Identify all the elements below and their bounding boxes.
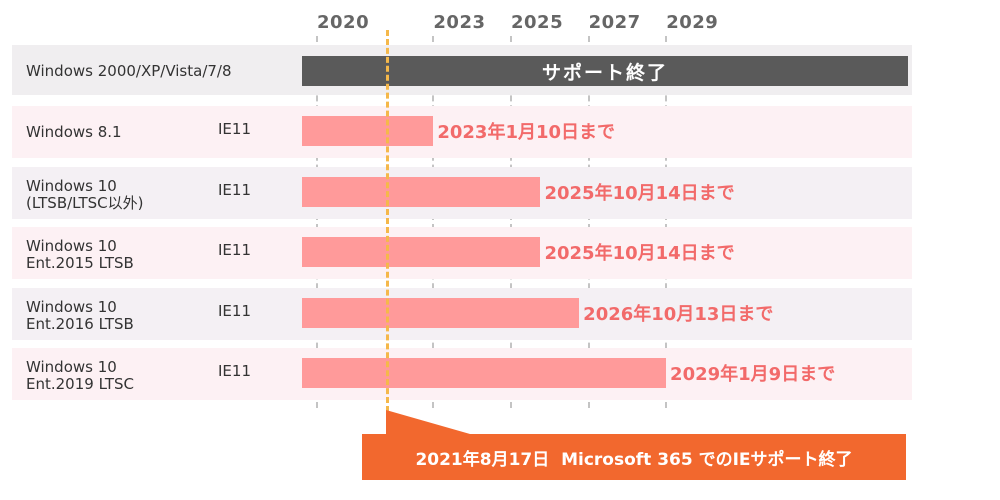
support-end-date-label: 2025年10月14日まで bbox=[544, 243, 735, 264]
year-grid-line bbox=[665, 36, 668, 408]
support-period-bar bbox=[302, 116, 434, 146]
browser-label: IE11 bbox=[218, 301, 251, 320]
year-label: 2029 bbox=[666, 12, 719, 33]
os-version-label: Windows 8.1 bbox=[26, 123, 122, 141]
os-version-label: Windows 10 bbox=[26, 176, 117, 195]
support-end-date-label: 2025年10月14日まで bbox=[544, 182, 735, 204]
os-version-label: Windows 10 bbox=[26, 237, 117, 255]
browser-label: IE11 bbox=[218, 241, 251, 259]
support-period-bar bbox=[302, 237, 541, 267]
year-label: 2023 bbox=[433, 12, 486, 33]
support-period-bar bbox=[302, 176, 541, 207]
support-period-bar bbox=[302, 358, 667, 388]
legacy-os-label: Windows 2000/XP/Vista/7/8 bbox=[26, 62, 232, 80]
browser-label: IE11 bbox=[218, 120, 251, 138]
browser-label: IE11 bbox=[218, 362, 251, 380]
year-grid-line bbox=[432, 36, 435, 408]
year-grid-line bbox=[316, 36, 318, 408]
row-background bbox=[12, 106, 912, 158]
os-version-label: Ent.2015 LTSB bbox=[26, 254, 134, 272]
year-grid-line bbox=[587, 36, 590, 408]
ie-m365-end-callout: 2021年8月17日 Microsoft 365 でのIEサポート終了 bbox=[362, 434, 906, 480]
support-end-date-label: 2029年1月9日まで bbox=[670, 364, 836, 385]
year-label: 2027 bbox=[588, 12, 641, 33]
ie-m365-end-marker-line bbox=[386, 30, 389, 412]
os-version-label: Ent.2019 LTSC bbox=[26, 375, 135, 393]
os-version-label: Windows 10 bbox=[26, 358, 117, 376]
support-period-bar bbox=[302, 297, 580, 328]
browser-label: IE11 bbox=[218, 180, 251, 199]
year-label: 2020 bbox=[317, 12, 370, 33]
os-version-label: Ent.2016 LTSB bbox=[26, 314, 134, 333]
year-label: 2025 bbox=[511, 12, 564, 33]
os-version-label: Windows 10 bbox=[26, 297, 117, 316]
legacy-support-ended-bar: サポート終了 bbox=[302, 56, 908, 86]
support-end-date-label: 2026年10月13日まで bbox=[583, 303, 774, 325]
os-version-label: (LTSB/LTSC以外) bbox=[26, 193, 144, 212]
support-end-date-label: 2023年1月10日まで bbox=[437, 122, 616, 143]
year-grid-line bbox=[510, 36, 512, 408]
